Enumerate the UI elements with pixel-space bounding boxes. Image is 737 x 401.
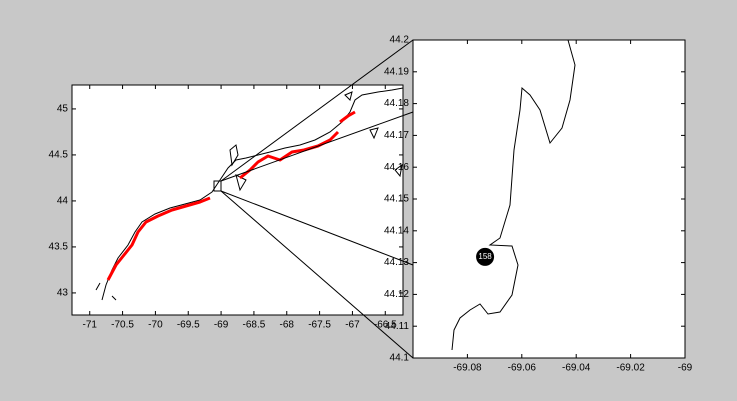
y-tick-label: 43 — [57, 288, 69, 299]
x-tick-label: -69.5 — [177, 320, 200, 331]
zoom-box — [213, 180, 222, 192]
overview-axes — [71, 84, 404, 316]
x-tick-label: -70 — [148, 320, 163, 331]
x-tick-label: -69.04 — [562, 363, 591, 374]
x-tick-label: -69 — [678, 363, 693, 374]
y-tick-label: 43.5 — [49, 242, 69, 253]
coastline-overview — [95, 87, 404, 301]
x-tick-label: -71 — [83, 320, 98, 331]
x-tick-label: -69.06 — [508, 363, 537, 374]
zoom-connectors — [220, 39, 414, 359]
detail-axes — [412, 39, 686, 359]
coastline-detail — [451, 39, 576, 351]
x-tick-label: -67 — [345, 320, 360, 331]
y-tick-label: 45 — [57, 104, 69, 115]
y-tick-label: 44 — [57, 196, 69, 207]
y-tick-label: 44.19 — [384, 66, 409, 77]
x-tick-label: -69 — [214, 320, 229, 331]
x-tick-label: -68 — [280, 320, 295, 331]
y-tick-label: 44.1 — [390, 353, 410, 364]
station-label: 158 — [478, 252, 492, 261]
y-tick-label: 44.13 — [384, 257, 409, 268]
x-tick-label: -68.5 — [243, 320, 266, 331]
station-marker — [476, 247, 495, 266]
y-tick-label: 44.2 — [390, 35, 410, 46]
y-tick-label: 44.14 — [384, 225, 409, 236]
y-tick-label: 44.16 — [384, 162, 409, 173]
x-tick-label: -69.08 — [453, 363, 482, 374]
y-tick-label: 44.11 — [385, 321, 410, 332]
data-points-overview — [106, 110, 356, 281]
y-tick-label: 44.12 — [384, 289, 409, 300]
y-tick-label: 44.17 — [384, 130, 409, 141]
y-tick-label: 44.5 — [49, 150, 69, 161]
y-tick-label: 44.18 — [384, 98, 409, 109]
x-tick-label: -67.5 — [308, 320, 331, 331]
x-tick-label: -69.02 — [616, 363, 645, 374]
y-tick-label: 44.15 — [384, 194, 409, 205]
x-tick-label: -66.5 — [374, 320, 397, 331]
x-tick-label: -70.5 — [111, 320, 134, 331]
